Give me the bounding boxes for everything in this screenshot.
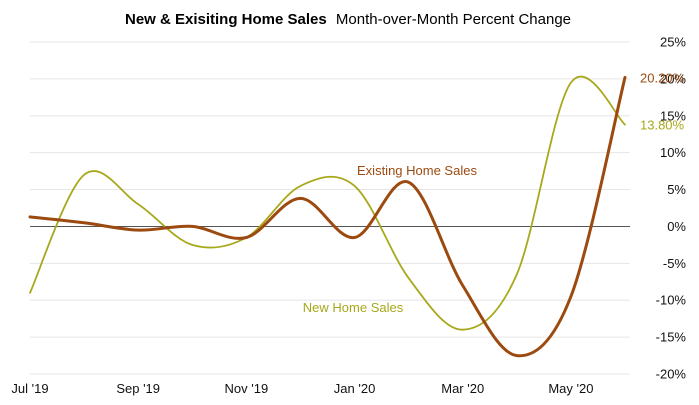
series-name-label: Existing Home Sales [357, 163, 477, 178]
y-tick-label: -15% [656, 330, 687, 345]
y-tick-label: 5% [667, 182, 686, 197]
x-tick-label: Mar '20 [441, 381, 484, 396]
y-tick-label: -20% [656, 367, 687, 382]
y-tick-label: 0% [667, 219, 686, 234]
x-tick-label: Jan '20 [334, 381, 376, 396]
grid-layer [30, 41, 630, 375]
series-end-label: 20.20% [640, 70, 685, 85]
series-layer [28, 75, 627, 358]
y-tick-label: 20% [660, 71, 686, 86]
y-axis: 25% 20% 15% 10% 5% 0% -5% -10% -15% -20% [656, 35, 687, 382]
x-tick-label: May '20 [548, 381, 593, 396]
y-tick-label: -5% [663, 256, 687, 271]
chart-title-bold: New & Exisiting Home Sales [125, 11, 327, 28]
x-axis: Jul '19 Sep '19 Nov '19 Jan '20 Mar '20 May '… [11, 381, 593, 396]
series-labels: New Home Sales 13.80% Existing Home Sales 2… [303, 70, 685, 315]
series-line-existing-home-sales [28, 75, 627, 358]
series-end-label: 13.80% [640, 118, 685, 133]
series-name-label: New Home Sales [303, 300, 404, 315]
y-tick-label: 10% [660, 145, 686, 160]
x-tick-label: Nov '19 [225, 381, 269, 396]
y-tick-label: -10% [656, 293, 687, 308]
x-tick-label: Sep '19 [116, 381, 160, 396]
x-tick-label: Jul '19 [11, 381, 48, 396]
series-line-new-home-sales [29, 75, 626, 331]
y-tick-label: 25% [660, 35, 686, 50]
chart-title: New & Exisiting Home Sales Month-over-Mo… [125, 11, 571, 28]
chart-title-regular: Month-over-Month Percent Change [336, 11, 571, 28]
y-tick-label: 15% [660, 108, 686, 123]
